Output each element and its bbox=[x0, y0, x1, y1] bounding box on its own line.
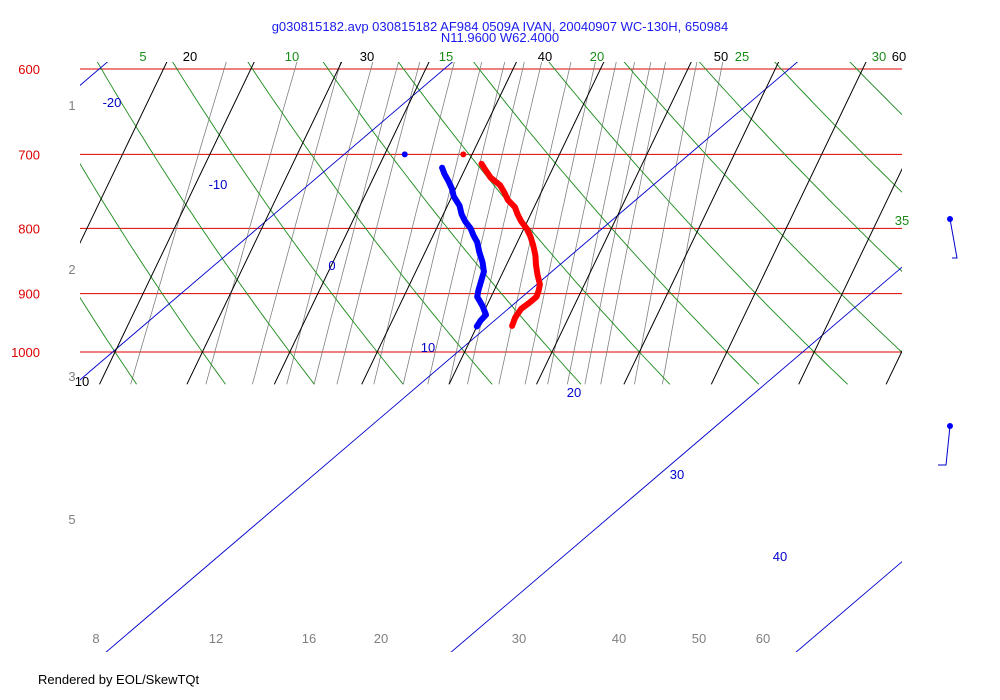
wind-barb-shaft bbox=[938, 425, 951, 466]
mixing-ratio-line bbox=[467, 62, 543, 385]
mixing-ratio-line bbox=[252, 62, 342, 385]
isotherm-line bbox=[99, 62, 255, 385]
dry-adiabat-line bbox=[96, 62, 315, 385]
mixing-ratio-line bbox=[286, 62, 374, 385]
isotherm-line bbox=[273, 62, 430, 385]
mixing-ratio-line bbox=[566, 62, 636, 385]
dewpoint-point bbox=[401, 151, 408, 158]
moist-adiabat-line bbox=[80, 62, 454, 381]
isotherm-label-top: 60 bbox=[892, 49, 906, 64]
mixing-ratio-label-bottom: 50 bbox=[692, 631, 706, 646]
moist-adiabat-label: 10 bbox=[421, 340, 435, 355]
mixing-ratio-label-bottom: 16 bbox=[302, 631, 316, 646]
isotherm-line bbox=[885, 350, 902, 385]
mixing-ratio-line bbox=[662, 62, 724, 385]
isotherm-label-top: 40 bbox=[538, 49, 552, 64]
mixing-ratio-line bbox=[600, 62, 667, 385]
mixing-ratio-label-left: 3 bbox=[68, 369, 75, 384]
mixing-ratio-line bbox=[313, 62, 399, 385]
dry-adiabat-label: 35 bbox=[895, 213, 909, 228]
temperature-point bbox=[460, 151, 467, 158]
mixing-ratio-line bbox=[524, 62, 596, 385]
pressure-label: 1000 bbox=[11, 345, 40, 360]
chart-title: g030815182.avp 030815182 AF984 0509A IVA… bbox=[271, 19, 729, 34]
dry-adiabat-line bbox=[247, 62, 493, 385]
mixing-ratio-label-bottom: 12 bbox=[209, 631, 223, 646]
moist-adiabat-label: 30 bbox=[670, 467, 684, 482]
moist-adiabat-line bbox=[795, 561, 902, 652]
isotherm-label-top: 30 bbox=[360, 49, 374, 64]
dry-adiabat-line bbox=[322, 62, 582, 385]
isotherm-line bbox=[186, 62, 343, 385]
moist-adiabat-line bbox=[105, 62, 799, 652]
mixing-ratio-line bbox=[427, 62, 506, 385]
isotherm-line bbox=[536, 62, 692, 385]
dry-adiabat-label: 25 bbox=[735, 49, 749, 64]
mixing-ratio-line bbox=[402, 62, 483, 385]
wind-barbs bbox=[938, 216, 958, 466]
dry-adiabat-line bbox=[80, 162, 226, 385]
isotherm-label-top: 50 bbox=[714, 49, 728, 64]
dry-adiabat-line bbox=[0, 31, 48, 385]
mixing-ratio-label-left: 1 bbox=[68, 98, 75, 113]
mixing-ratio-line bbox=[634, 62, 698, 385]
mixing-ratio-label-bottom: 40 bbox=[612, 631, 626, 646]
wind-barb-shaft bbox=[949, 218, 958, 259]
dry-adiabat-label: 20 bbox=[590, 49, 604, 64]
mixing-ratio-line bbox=[373, 62, 455, 385]
dry-adiabat-label: 15 bbox=[439, 49, 453, 64]
moist-adiabat-label: 40 bbox=[773, 549, 787, 564]
dry-adiabat-line bbox=[548, 62, 848, 385]
isotherm-line bbox=[80, 62, 168, 245]
isotherm-line bbox=[710, 62, 867, 385]
pressure-label: 900 bbox=[18, 287, 40, 302]
mixing-ratio-line bbox=[584, 62, 652, 385]
dry-adiabat-line bbox=[397, 62, 671, 385]
mixing-ratio-label-left: 5 bbox=[68, 512, 75, 527]
isotherm-line bbox=[361, 62, 517, 385]
mixing-ratio-line bbox=[448, 62, 525, 385]
dewpoint-profile bbox=[439, 164, 489, 330]
dry-adiabat-line bbox=[698, 62, 902, 272]
isotherm-line bbox=[623, 62, 780, 385]
dry-adiabat-line bbox=[473, 62, 760, 385]
moist-adiabat-label: -10 bbox=[209, 177, 228, 192]
moist-adiabat-label: 0 bbox=[328, 258, 335, 273]
dry-adiabat-label: 5 bbox=[139, 49, 146, 64]
pressure-label: 600 bbox=[18, 62, 40, 77]
isotherm-line bbox=[974, 31, 1000, 385]
render-credit: Rendered by EOL/SkewTQt bbox=[38, 672, 200, 687]
mixing-ratio-line bbox=[205, 62, 298, 385]
isotherm-label-left: 10 bbox=[75, 374, 89, 389]
mixing-ratio-label-left: 2 bbox=[68, 262, 75, 277]
mixing-ratio-label-bottom: 20 bbox=[374, 631, 388, 646]
isotherm-label-top: 20 bbox=[183, 49, 197, 64]
chart-subtitle: N11.9600 W62.4000 bbox=[440, 30, 560, 45]
mixing-ratio-line bbox=[336, 62, 421, 385]
dry-adiabat-label: 30 bbox=[872, 49, 886, 64]
dry-adiabat-line bbox=[774, 62, 902, 193]
pressure-label: 800 bbox=[18, 221, 40, 236]
mixing-ratio-label-bottom: 30 bbox=[512, 631, 526, 646]
dry-adiabat-line bbox=[172, 62, 404, 385]
isotherm-line bbox=[798, 167, 902, 385]
pressure-label: 700 bbox=[18, 147, 40, 162]
mixing-ratio-label-bottom: 60 bbox=[756, 631, 770, 646]
dry-adiabat-line bbox=[623, 62, 902, 353]
mixing-ratio-line bbox=[130, 62, 227, 385]
moist-adiabat-label: -20 bbox=[103, 95, 122, 110]
mixing-ratio-line bbox=[547, 62, 617, 385]
temperature-profile bbox=[478, 160, 543, 329]
mixing-ratio-label-bottom: 8 bbox=[92, 631, 99, 646]
moist-adiabat-label: 20 bbox=[567, 385, 581, 400]
moist-adiabat-line bbox=[450, 266, 902, 652]
dry-adiabat-label: 10 bbox=[285, 49, 299, 64]
dry-adiabat-line bbox=[80, 296, 137, 385]
dry-adiabat-line bbox=[849, 62, 902, 116]
